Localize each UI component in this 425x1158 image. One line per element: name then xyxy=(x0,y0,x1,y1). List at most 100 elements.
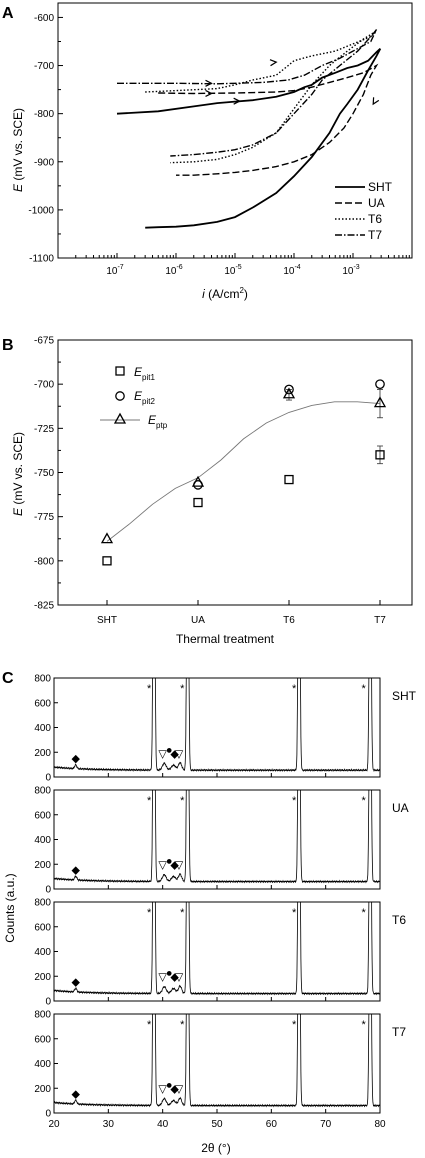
panel-a-plot: -1100 -1000 -900 -800 -700 -600 10-7 10-6 10-5 10… xyxy=(28,2,413,277)
peak-marker-triangle: ▽ xyxy=(158,860,167,872)
peak-marker-diamond: ◆ xyxy=(170,860,179,872)
peak-marker-star: * xyxy=(147,795,152,807)
peak-marker-circle: ● xyxy=(166,1080,173,1092)
legend-label-epit2: Epit2 xyxy=(134,389,155,406)
panel-b-ytick-label: -750 xyxy=(34,468,54,479)
subplot-label-t6: T6 xyxy=(392,913,406,927)
panel-c-ytick-label: 0 xyxy=(45,997,51,1008)
panel-b-ytick-label: -700 xyxy=(34,380,54,391)
peak-marker-triangle: ▽ xyxy=(158,748,167,760)
legend-label-ua: UA xyxy=(368,196,385,210)
panel-a-ytick-label: -800 xyxy=(34,109,54,120)
panel-b-xtick-label: UA xyxy=(191,615,205,626)
point-pit1-t7 xyxy=(375,450,385,460)
legend-label-sht: SHT xyxy=(368,180,393,194)
peak-marker-star: * xyxy=(292,1019,297,1031)
panel-c-frame xyxy=(53,677,381,778)
point-pit1-sht xyxy=(102,556,112,566)
panel-b-ytick-label: -775 xyxy=(34,512,54,523)
panel-c-xtick-label: 40 xyxy=(157,1119,169,1130)
panel-a-ytick-label: -1000 xyxy=(28,205,54,216)
peak-marker-star: * xyxy=(292,683,297,695)
peak-marker-circle: ● xyxy=(166,856,173,868)
peak-marker-diamond: ◆ xyxy=(170,1084,179,1096)
legend-marker-epit2 xyxy=(115,391,125,401)
panel-b-label: B xyxy=(2,337,14,354)
point-ptp-sht xyxy=(100,532,114,544)
point-pit1-t6 xyxy=(284,474,294,485)
panel-c-ytick-label: 800 xyxy=(34,674,51,685)
legend-label-t6: T6 xyxy=(368,212,382,226)
panel-c-ytick-label: 800 xyxy=(34,898,51,909)
panel-c-ytick-label: 400 xyxy=(34,723,51,734)
peak-marker-star: * xyxy=(362,907,367,919)
panel-b-xtick-label: SHT xyxy=(97,615,117,626)
series-line-ua xyxy=(158,63,379,176)
panel-b-xlabel: Thermal treatment xyxy=(176,632,275,646)
direction-arrow-sht xyxy=(233,97,242,105)
panel-c-xtick-label: 50 xyxy=(211,1119,223,1130)
peak-marker-star: * xyxy=(292,795,297,807)
direction-arrow-t7-head xyxy=(205,79,213,87)
panel-b-ytick-label: -725 xyxy=(34,424,54,435)
direction-arrow-ua xyxy=(205,89,213,97)
panel-c-ytick-label: 200 xyxy=(34,748,51,759)
peak-marker-triangle: ▽ xyxy=(158,972,167,984)
xrd-pattern-ua xyxy=(54,790,380,884)
peak-marker-star: * xyxy=(362,683,367,695)
panel-c-xtick-label: 30 xyxy=(103,1119,115,1130)
xrd-pattern-sht xyxy=(54,678,380,773)
series-line-sht xyxy=(116,48,382,229)
panel-c-ytick-label: 400 xyxy=(34,947,51,958)
panel-a-ytick-label: -1100 xyxy=(29,254,54,265)
panel-c-ylabel: Counts (a.u.) xyxy=(3,873,17,942)
panel-c-ytick-label: 200 xyxy=(34,860,51,871)
panel-c-frame xyxy=(53,901,381,1002)
panel-c-xtick-label: 70 xyxy=(320,1119,332,1130)
peak-marker-circle: ● xyxy=(166,744,173,756)
panel-c-ytick-label: 200 xyxy=(34,1084,51,1095)
panel-a-ylabel: E (mV vs. SCE) xyxy=(11,108,25,192)
direction-arrow-reverse xyxy=(372,97,380,106)
panel-c-ytick-label: 800 xyxy=(34,1010,51,1021)
peak-marker-diamond: ◆ xyxy=(71,864,80,876)
panel-c-ytick-label: 600 xyxy=(34,810,51,821)
peak-marker-diamond: ◆ xyxy=(71,976,80,988)
panel-c-label: C xyxy=(2,670,14,687)
series-line-t6 xyxy=(145,30,377,164)
xrd-pattern-t7 xyxy=(54,1014,380,1108)
peak-marker-star: * xyxy=(180,683,185,695)
panel-c-ytick-label: 0 xyxy=(45,1109,51,1120)
panel-c-xtick-label: 60 xyxy=(266,1119,278,1130)
panel-b-plot: -825 -800 -775 -750 -725 -700 -675 SHT UA T6 T7 xyxy=(34,336,413,626)
panel-c-ytick-label: 200 xyxy=(34,972,51,983)
panel-a-ytick-label: -900 xyxy=(34,157,54,168)
panel-a-xtick-label: 10-6 xyxy=(165,264,182,277)
subplot-label-t7: T7 xyxy=(392,1025,406,1039)
direction-arrow-sht-head xyxy=(233,97,242,105)
panel-c-ytick-label: 400 xyxy=(34,1059,51,1070)
peak-marker-triangle: ▽ xyxy=(175,860,184,872)
panel-a-xtick-label: 10-7 xyxy=(106,264,123,277)
fit-curve xyxy=(106,401,381,542)
point-ptp-ua xyxy=(191,475,205,487)
point-ptp-t7 xyxy=(373,396,387,408)
panel-c-ytick-label: 0 xyxy=(45,773,51,784)
panel-b-xtick-label: T6 xyxy=(283,615,295,626)
direction-arrow-t6-head xyxy=(269,59,278,67)
panel-b-xtick-label: T7 xyxy=(374,615,386,626)
panel-c-ytick-label: 400 xyxy=(34,835,51,846)
point-pit2-t7 xyxy=(375,379,385,390)
peak-marker-star: * xyxy=(362,795,367,807)
direction-arrow-t7 xyxy=(205,79,213,87)
peak-marker-circle: ● xyxy=(166,968,173,980)
panel-a-xtick-label: 10-5 xyxy=(224,264,241,277)
point-ptp-t6 xyxy=(282,387,296,399)
peak-marker-star: * xyxy=(147,1019,152,1031)
peak-marker-star: * xyxy=(180,1019,185,1031)
panel-a-frame xyxy=(57,2,413,259)
legend-label-eptp: Eptp xyxy=(148,413,168,430)
panel-c-ytick-label: 600 xyxy=(34,1034,51,1045)
